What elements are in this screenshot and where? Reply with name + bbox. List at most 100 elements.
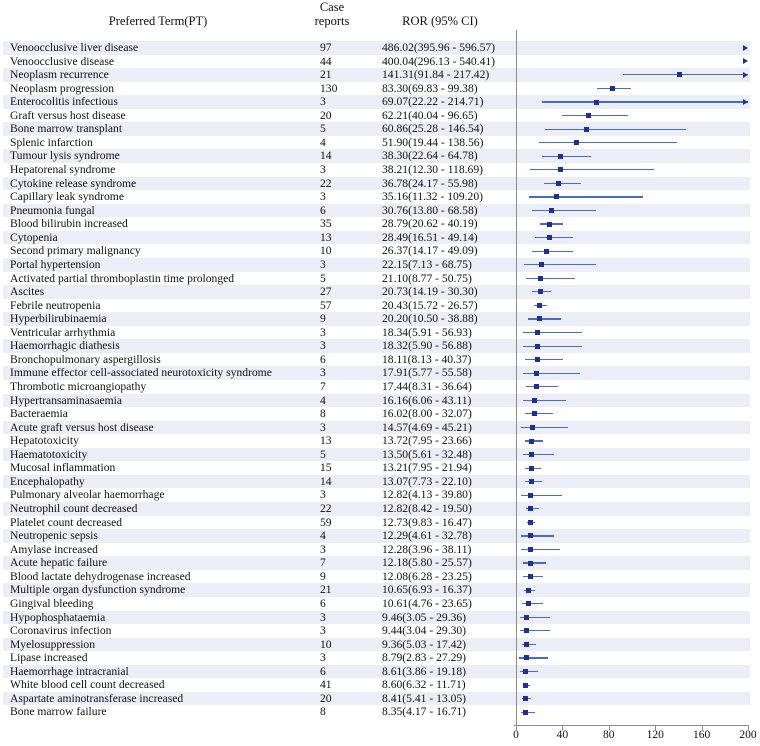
- ci-line: [520, 494, 563, 496]
- ci-line: [545, 128, 686, 130]
- case-reports-value: 21: [320, 583, 332, 597]
- case-reports-value: 3: [320, 190, 326, 204]
- ror-ci-value: 141.31(91.84 - 217.42): [382, 68, 490, 82]
- point-estimate-marker: [523, 655, 529, 661]
- table-row: Ventricular arrhythmia 3 18.34(5.91 - 56.9…: [3, 326, 750, 340]
- case-reports-value: 27: [320, 285, 332, 299]
- point-estimate-marker: [557, 153, 563, 159]
- ror-ci-value: 16.16(6.06 - 43.11): [382, 393, 472, 407]
- case-reports-value: 3: [320, 542, 326, 556]
- ci-line: [521, 603, 544, 605]
- case-reports-value: 21: [320, 68, 332, 82]
- ci-line: [522, 372, 581, 374]
- pt-label: Lipase increased: [10, 651, 88, 665]
- ror-ci-value: 13.72(7.95 - 23.66): [382, 434, 472, 448]
- ci-line: [530, 169, 654, 171]
- point-estimate-marker: [537, 302, 543, 308]
- case-reports-value: 3: [320, 624, 326, 638]
- case-reports-value: 59: [320, 515, 332, 529]
- x-tick-label: 0: [513, 729, 519, 741]
- ror-ci-value: 18.32(5.90 - 56.88): [382, 339, 472, 353]
- case-reports-value: 41: [320, 678, 332, 692]
- case-reports-value: 3: [320, 95, 326, 109]
- table-row: Hepatotoxicity 13 13.72(7.95 - 23.66): [3, 434, 750, 448]
- point-estimate-marker: [593, 99, 599, 105]
- ror-ci-value: 18.34(5.91 - 56.93): [382, 325, 472, 339]
- case-reports-value: 6: [320, 352, 326, 366]
- pt-label: Pulmonary alveolar haemorrhage: [10, 488, 165, 502]
- ror-ci-value: 26.37(14.17 - 49.09): [382, 244, 478, 258]
- ror-ci-value: 18.11(8.13 - 40.37): [382, 352, 472, 366]
- ror-ci-value: 9.44(3.04 - 29.30): [382, 624, 467, 638]
- case-reports-value: 6: [320, 596, 326, 610]
- case-reports-value: 22: [320, 176, 332, 190]
- ci-line: [622, 74, 748, 76]
- point-estimate-marker: [534, 330, 540, 336]
- table-row: Blood bilirubin increased 35 28.79(20.62 -…: [3, 217, 750, 231]
- table-row: Immune effector cell-associated neurotox…: [3, 366, 750, 380]
- offscale-arrow-icon: [743, 99, 748, 106]
- case-reports-value: 8: [320, 705, 326, 719]
- x-tick-label: 120: [646, 729, 664, 741]
- ror-ci-value: 38.21(12.30 - 118.69): [382, 163, 484, 177]
- table-row: Myelosuppression 10 9.36(5.03 - 17.42): [3, 637, 750, 652]
- ci-line: [535, 237, 573, 239]
- ror-column-header: ROR (95% CI): [402, 14, 478, 28]
- table-row: Ascites 27 20.73(14.19 - 30.30): [3, 285, 750, 299]
- table-row: Tumour lysis syndrome 14 38.30(22.64 - 64.…: [3, 149, 750, 164]
- table-row: Neutrophil count decreased 22 12.82(8.42 -…: [3, 502, 750, 516]
- ci-line: [526, 277, 575, 279]
- ci-line: [541, 101, 748, 103]
- ror-ci-value: 13.50(5.61 - 32.48): [382, 447, 472, 461]
- pt-label: Bone marrow failure: [10, 705, 107, 719]
- table-row: Hypophosphataemia 3 9.46(3.05 - 29.36): [3, 610, 750, 625]
- ci-line: [532, 209, 596, 212]
- ror-ci-value: 28.49(16.51 - 49.14): [382, 230, 478, 244]
- case-reports-value: 5: [320, 271, 326, 285]
- case-reports-value: 7: [320, 380, 326, 393]
- table-row: Graft versus host disease 20 62.21(40.04 -…: [3, 109, 750, 123]
- case-reports-value: 14: [320, 149, 332, 163]
- point-estimate-marker: [573, 140, 579, 146]
- point-estimate-marker: [537, 275, 543, 281]
- point-estimate-marker: [532, 411, 538, 417]
- case-reports-value: 3: [320, 366, 326, 380]
- ror-ci-value: 8.41(5.41 - 13.05): [382, 691, 467, 705]
- ror-ci-value: 30.76(13.80 - 68.58): [382, 203, 478, 217]
- point-estimate-marker: [584, 126, 590, 132]
- table-row: Gingival bleeding 6 10.61(4.76 - 23.65): [3, 597, 750, 611]
- x-tick-label: 80: [603, 729, 615, 741]
- table-row: Capillary leak syndrome 3 35.16(11.32 - 10…: [3, 190, 750, 204]
- x-tick: [516, 726, 517, 730]
- pt-label: Mucosal inflammation: [10, 461, 116, 475]
- ci-line: [523, 576, 543, 578]
- point-estimate-marker: [532, 397, 538, 403]
- ror-ci-value: 36.78(24.17 - 55.98): [382, 176, 478, 190]
- table-row: Acute hepatic failure 7 12.18(5.80 - 25.57…: [3, 556, 750, 570]
- ci-line: [522, 331, 583, 334]
- point-estimate-marker: [523, 709, 529, 715]
- pt-label: Platelet count decreased: [10, 515, 123, 529]
- case-reports-value: 4: [320, 529, 326, 543]
- ci-line: [532, 250, 573, 252]
- ci-line: [524, 264, 596, 266]
- ror-ci-value: 12.29(4.61 - 32.78): [382, 529, 472, 543]
- table-row: Bacteraemia 8 16.02(8.00 - 32.07): [3, 407, 750, 421]
- ror-ci-value: 16.02(8.00 - 32.07): [382, 407, 472, 421]
- case-reports-value: 10: [320, 637, 332, 651]
- case-reports-value: 57: [320, 298, 332, 312]
- case-reports-value: 3: [320, 651, 326, 665]
- pt-label: Amylase increased: [10, 542, 98, 556]
- point-estimate-marker: [544, 248, 550, 254]
- ci-line: [520, 670, 539, 673]
- case-reports-header-line1: Case: [319, 0, 345, 14]
- table-row: Venoocclusive disease 44 400.04(296.13 - 5…: [3, 55, 750, 69]
- ci-line: [529, 196, 643, 198]
- ror-ci-value: 62.21(40.04 - 96.65): [382, 108, 478, 122]
- pt-label: Haemorrhagic diathesis: [10, 339, 120, 353]
- ci-line: [520, 548, 561, 551]
- point-estimate-marker: [527, 533, 533, 539]
- ci-line: [562, 114, 629, 117]
- case-reports-value: 9: [320, 312, 326, 326]
- pt-label: Thrombotic microangiopathy: [10, 380, 147, 393]
